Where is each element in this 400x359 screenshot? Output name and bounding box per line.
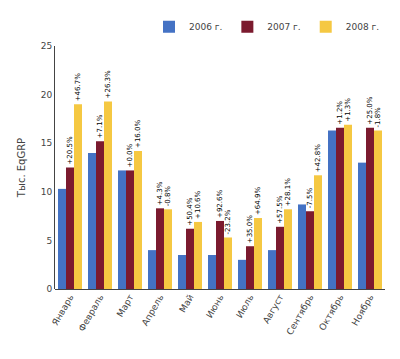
svg-text:+1.3%: +1.3% bbox=[344, 98, 352, 122]
svg-text:+28.1%: +28.1% bbox=[284, 178, 292, 206]
svg-text:5: 5 bbox=[46, 236, 52, 246]
svg-text:Сентябрь: Сентябрь bbox=[285, 293, 316, 337]
svg-text:10: 10 bbox=[41, 187, 53, 197]
svg-text:Тыс. EqGRP: Тыс. EqGRP bbox=[16, 138, 27, 198]
svg-text:-23.2%: -23.2% bbox=[224, 209, 232, 234]
svg-text:2007 г.: 2007 г. bbox=[267, 22, 300, 32]
svg-text:+64.9%: +64.9% bbox=[254, 187, 262, 215]
svg-text:Январь: Январь bbox=[50, 293, 76, 327]
svg-text:Февраль: Февраль bbox=[77, 293, 106, 333]
svg-text:Ноябрь: Ноябрь bbox=[350, 293, 376, 328]
svg-text:Март: Март bbox=[115, 293, 136, 319]
svg-text:+26.3%: +26.3% bbox=[104, 70, 112, 98]
svg-text:+10.6%: +10.6% bbox=[194, 190, 202, 218]
svg-text:+57.5%: +57.5% bbox=[276, 195, 284, 223]
svg-text:Май: Май bbox=[177, 293, 195, 315]
svg-text:+20.5%: +20.5% bbox=[66, 136, 74, 164]
svg-text:+25.0%: +25.0% bbox=[366, 96, 374, 124]
svg-text:2006 г.: 2006 г. bbox=[189, 22, 222, 32]
svg-text:+7.1%: +7.1% bbox=[96, 114, 104, 138]
svg-text:15: 15 bbox=[41, 138, 52, 148]
svg-text:Июнь: Июнь bbox=[204, 293, 225, 320]
svg-text:+42.8%: +42.8% bbox=[314, 144, 322, 172]
svg-text:20: 20 bbox=[41, 90, 53, 100]
svg-text:Июль: Июль bbox=[234, 293, 255, 320]
svg-text:+16.0%: +16.0% bbox=[134, 120, 142, 148]
svg-text:-7.5%: -7.5% bbox=[306, 188, 314, 209]
svg-text:2008 г.: 2008 г. bbox=[346, 22, 379, 32]
svg-text:0: 0 bbox=[46, 284, 52, 294]
svg-text:+0.0%: +0.0% bbox=[126, 143, 134, 167]
svg-text:-1.8%: -1.8% bbox=[374, 107, 382, 128]
svg-text:25: 25 bbox=[41, 41, 52, 51]
svg-text:+50.4%: +50.4% bbox=[186, 197, 194, 225]
svg-text:Октябрь: Октябрь bbox=[317, 293, 346, 332]
svg-text:+92.6%: +92.6% bbox=[216, 190, 224, 218]
svg-text:Август: Август bbox=[261, 293, 286, 325]
svg-text:+1.2%: +1.2% bbox=[336, 101, 344, 125]
svg-text:+46.7%: +46.7% bbox=[74, 73, 82, 101]
svg-text:+4.3%: +4.3% bbox=[156, 181, 164, 205]
svg-text:Апрель: Апрель bbox=[140, 293, 166, 328]
svg-text:+35.0%: +35.0% bbox=[246, 215, 254, 243]
svg-text:-0.8%: -0.8% bbox=[164, 186, 172, 207]
